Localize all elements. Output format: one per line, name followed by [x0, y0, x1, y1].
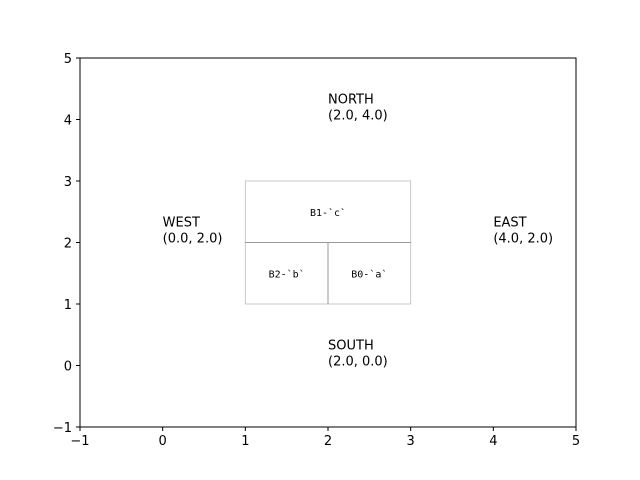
x-tick-label: 0 [159, 434, 167, 449]
x-axis: −1 0 1 2 3 4 5 [70, 427, 580, 449]
box-label-b0: B0-`a` [351, 268, 387, 280]
x-tick-label: 3 [407, 434, 415, 449]
x-tick-label: 5 [572, 434, 580, 449]
box-label-b1: B1-`c` [310, 207, 346, 219]
y-tick-label: 5 [64, 52, 72, 67]
x-tick-label: 1 [241, 434, 249, 449]
annotations-layer: NORTH(2.0, 4.0) WEST(0.0, 2.0) EAST(4.0, 2… [163, 93, 553, 370]
annotation-west-name: WEST [163, 216, 200, 231]
annotation-south-name: SOUTH [328, 339, 374, 354]
x-tick-label: 4 [489, 434, 497, 449]
annotation-north-name: NORTH [328, 93, 374, 108]
y-axis: −1 0 1 2 3 4 5 [53, 52, 80, 436]
annotation-south-coords: (2.0, 0.0) [328, 355, 388, 370]
annotation-east-name: EAST [493, 216, 526, 231]
y-tick-label: 4 [64, 114, 72, 129]
y-tick-label: 2 [64, 237, 72, 252]
x-tick-label: −1 [70, 434, 89, 449]
annotation-east-coords: (4.0, 2.0) [493, 232, 553, 247]
y-tick-label: 0 [64, 360, 72, 375]
x-tick-label: 2 [324, 434, 332, 449]
annotation-north-coords: (2.0, 4.0) [328, 109, 388, 124]
boxes-layer: B1-`c` B2-`b` B0-`a` [244, 180, 412, 305]
annotation-west-coords: (0.0, 2.0) [163, 232, 223, 247]
y-tick-label: −1 [53, 421, 72, 436]
y-tick-label: 1 [64, 298, 72, 313]
y-tick-label: 3 [64, 175, 72, 190]
box-label-b2: B2-`b` [269, 268, 305, 280]
